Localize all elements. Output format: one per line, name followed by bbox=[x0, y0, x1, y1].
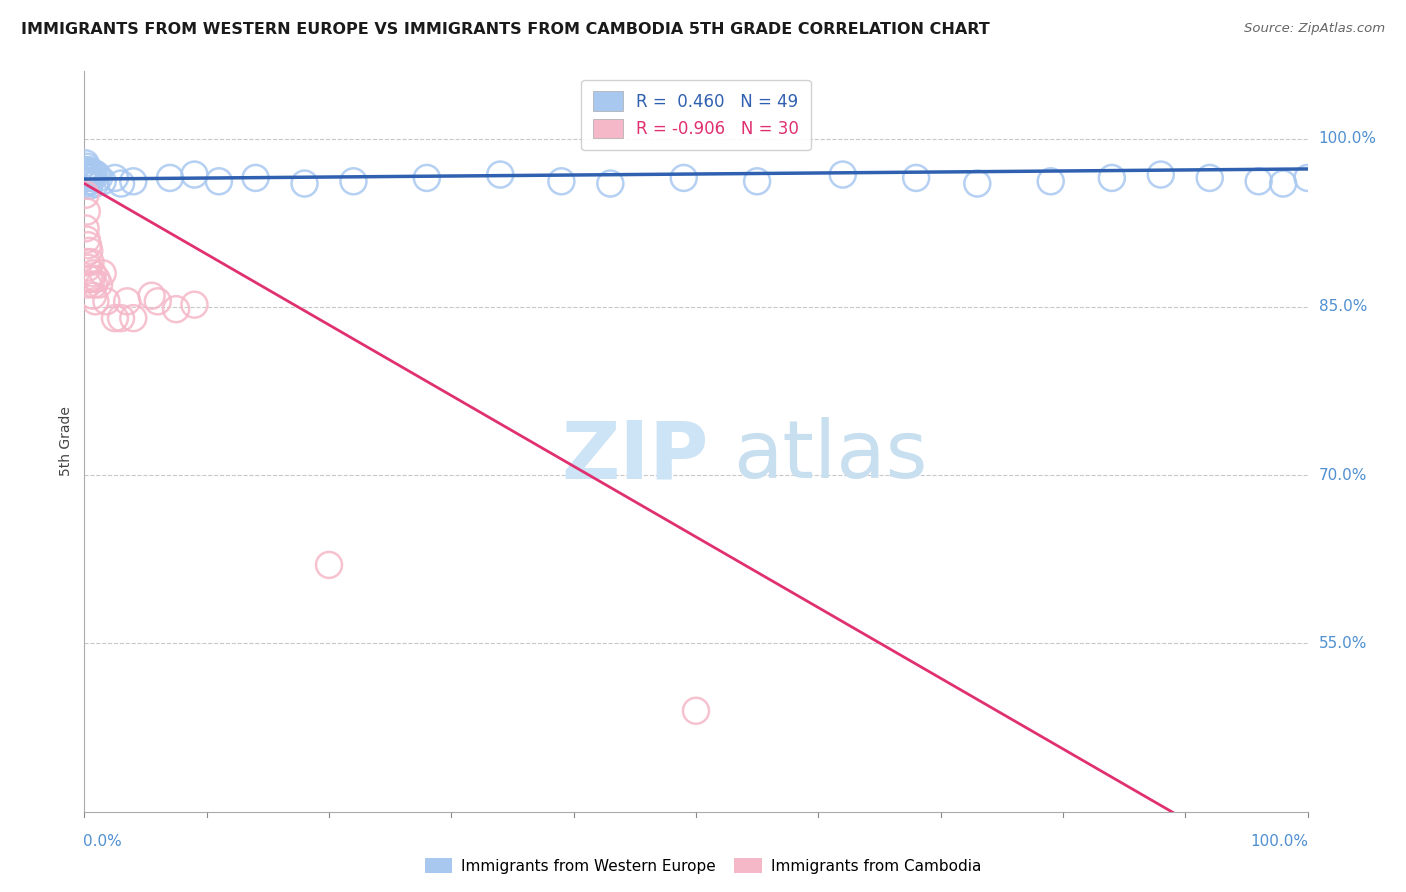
Point bbox=[208, 174, 231, 188]
Text: atlas: atlas bbox=[733, 417, 927, 495]
Point bbox=[1101, 170, 1123, 185]
Point bbox=[82, 289, 104, 303]
Point bbox=[91, 174, 114, 188]
Point bbox=[672, 170, 695, 185]
Point bbox=[104, 170, 127, 185]
Point bbox=[86, 272, 108, 286]
Point bbox=[550, 174, 572, 188]
Point bbox=[76, 170, 98, 185]
Point bbox=[79, 174, 101, 188]
Point bbox=[416, 170, 439, 185]
Point bbox=[77, 170, 100, 185]
Point bbox=[84, 294, 107, 309]
Point bbox=[76, 233, 98, 247]
Point bbox=[318, 558, 340, 572]
Point bbox=[77, 168, 100, 182]
Text: ZIP: ZIP bbox=[561, 417, 709, 495]
Point bbox=[76, 204, 98, 219]
Point bbox=[80, 272, 103, 286]
Legend: R =  0.460   N = 49, R = -0.906   N = 30: R = 0.460 N = 49, R = -0.906 N = 30 bbox=[581, 79, 811, 150]
Point bbox=[747, 174, 769, 188]
Point bbox=[84, 177, 107, 191]
Point bbox=[77, 277, 100, 292]
Point bbox=[183, 168, 205, 182]
Text: 55.0%: 55.0% bbox=[1319, 636, 1367, 651]
Point bbox=[80, 170, 103, 185]
Point bbox=[87, 170, 110, 185]
Point bbox=[905, 170, 928, 185]
Point bbox=[76, 165, 98, 179]
Point bbox=[141, 289, 163, 303]
Point bbox=[1272, 177, 1295, 191]
Point bbox=[122, 311, 145, 326]
Point bbox=[86, 168, 108, 182]
Point bbox=[831, 168, 853, 182]
Point bbox=[75, 221, 97, 235]
Point bbox=[685, 704, 707, 718]
Y-axis label: 5th Grade: 5th Grade bbox=[59, 407, 73, 476]
Point bbox=[76, 255, 98, 269]
Point bbox=[489, 168, 512, 182]
Point bbox=[115, 294, 138, 309]
Point bbox=[75, 163, 97, 178]
Point bbox=[76, 160, 98, 174]
Point bbox=[75, 187, 97, 202]
Text: 100.0%: 100.0% bbox=[1251, 834, 1309, 849]
Point bbox=[77, 178, 100, 193]
Point bbox=[79, 255, 101, 269]
Point bbox=[1039, 174, 1062, 188]
Legend: Immigrants from Western Europe, Immigrants from Cambodia: Immigrants from Western Europe, Immigran… bbox=[419, 852, 987, 880]
Point bbox=[77, 260, 100, 275]
Point bbox=[77, 244, 100, 258]
Point bbox=[87, 277, 110, 292]
Point bbox=[96, 294, 118, 309]
Point bbox=[294, 177, 316, 191]
Point bbox=[110, 311, 132, 326]
Text: 0.0%: 0.0% bbox=[83, 834, 122, 849]
Point bbox=[1247, 174, 1270, 188]
Point bbox=[245, 170, 267, 185]
Point bbox=[79, 168, 101, 182]
Point bbox=[165, 302, 187, 317]
Text: 100.0%: 100.0% bbox=[1319, 131, 1376, 146]
Point bbox=[966, 177, 988, 191]
Point bbox=[77, 163, 100, 178]
Point bbox=[77, 238, 100, 252]
Point bbox=[77, 272, 100, 286]
Point bbox=[599, 177, 621, 191]
Point bbox=[83, 277, 105, 292]
Point bbox=[82, 266, 104, 280]
Point bbox=[75, 156, 97, 170]
Point bbox=[83, 168, 105, 182]
Point bbox=[183, 298, 205, 312]
Text: Source: ZipAtlas.com: Source: ZipAtlas.com bbox=[1244, 22, 1385, 36]
Point bbox=[77, 165, 100, 179]
Point bbox=[1296, 170, 1319, 185]
Point bbox=[1198, 170, 1220, 185]
Point bbox=[342, 174, 364, 188]
Text: IMMIGRANTS FROM WESTERN EUROPE VS IMMIGRANTS FROM CAMBODIA 5TH GRADE CORRELATION: IMMIGRANTS FROM WESTERN EUROPE VS IMMIGR… bbox=[21, 22, 990, 37]
Point bbox=[159, 170, 181, 185]
Point bbox=[104, 311, 127, 326]
Point bbox=[77, 174, 100, 188]
Text: 70.0%: 70.0% bbox=[1319, 467, 1367, 483]
Point bbox=[146, 294, 169, 309]
Point bbox=[1150, 168, 1173, 182]
Point bbox=[110, 177, 132, 191]
Text: 85.0%: 85.0% bbox=[1319, 300, 1367, 314]
Point bbox=[82, 165, 104, 179]
Point bbox=[76, 177, 98, 191]
Point bbox=[91, 266, 114, 280]
Point bbox=[122, 174, 145, 188]
Point bbox=[75, 168, 97, 182]
